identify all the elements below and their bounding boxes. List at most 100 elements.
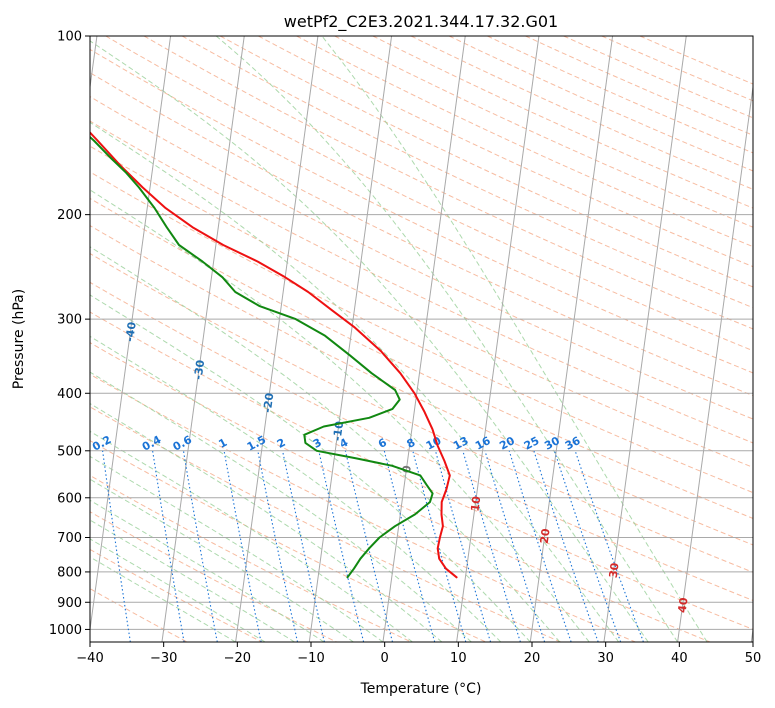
mixing-ratio-line [318,450,365,642]
isotherms [90,36,753,642]
moist-adiabat [90,189,590,642]
isotherm-line [677,83,753,642]
y-tick-label: 300 [57,313,82,328]
x-tick-label: 30 [597,651,614,666]
isotherm-label: -20 [261,392,277,414]
mixing-ratio-line [383,450,436,642]
mixing-ratio-label: 25 [522,434,542,453]
isotherm-line [456,36,540,642]
x-tick-label: 10 [450,651,467,666]
plot-frame [89,35,754,643]
mixing-ratio-label: 30 [542,434,562,453]
moist-adiabat [90,478,354,642]
isotherm-label: 10 [468,495,483,512]
dry-adiabat [90,440,487,642]
isotherm-line [529,36,614,642]
mixing-ratio-label: 16 [473,434,493,453]
isotherm-label: 30 [607,562,622,579]
mixing-ratio-line [223,450,262,642]
y-axis-ticks: 100 200 300 400 500 600 700 800 900 1000 [49,30,90,638]
moist-adiabat [90,538,266,642]
isotherm-line [308,36,393,642]
dry-adiabat [410,36,753,190]
dry-adiabat [90,72,753,397]
moist-adiabat [90,294,531,642]
moist-adiabat [321,36,708,642]
isotherm-label: 20 [538,527,553,544]
dry-adiabat [487,36,753,154]
dry-adiabat [334,36,753,228]
y-tick-label: 900 [57,596,82,611]
dry-adiabat [296,36,753,248]
y-tick-label: 700 [57,531,82,546]
moist-adiabat [90,246,561,642]
x-axis-label: Temperature (°C) [360,681,482,697]
dry-adiabat [220,36,753,288]
moist-adiabat [90,455,384,642]
plot-area: -100-90-80-70-60-50-40-30-20-10010203040… [90,36,753,642]
moist-adiabat [90,121,620,642]
isotherm-line [382,36,466,642]
dry-adiabat [90,406,561,642]
dry-adiabat [258,36,753,268]
mixing-ratio-label: 20 [497,434,517,453]
moist-adiabat [215,36,679,642]
temperature-profile [90,131,458,579]
isotherm-label: 0 [400,464,414,474]
x-tick-label: 50 [745,651,762,666]
mixing-ratio-line [508,450,572,642]
x-tick-label: −10 [297,651,324,666]
mixing-ratio-line [344,450,394,642]
mixing-ratio-line [102,450,131,642]
dry-adiabat [90,48,753,374]
dry-adiabat [90,342,711,642]
isotherm-label: -30 [192,359,208,381]
dry-adiabat [90,373,636,642]
x-tick-label: −40 [76,651,103,666]
moist-adiabat [90,519,295,642]
isotherm-label: 40 [676,596,691,613]
y-tick-label: 100 [57,30,82,45]
dry-adiabat [90,120,753,444]
y-tick-label: 200 [57,208,82,223]
y-tick-label: 800 [57,565,82,580]
moist-adiabat [90,335,502,642]
mixing-ratio-line [553,450,622,642]
y-tick-label: 500 [57,444,82,459]
dry-adiabat [372,36,753,209]
moist-adiabat [90,40,649,642]
mixing-ratio-line [484,450,546,642]
x-tick-label: 20 [524,651,541,666]
mixing-ratio-line [257,450,299,642]
mixing-ratio-line [574,450,644,642]
dewpoint-profile [90,135,434,579]
x-axis-ticks: −40 −30 −20 −10 0 10 20 30 40 50 [76,642,761,666]
dry-adiabat [143,36,753,330]
dry-adiabat [90,171,753,494]
mixing-ratio-label: 36 [563,434,583,453]
x-tick-label: 40 [671,651,688,666]
mixing-ratio-line [434,450,492,642]
sounding-profiles [90,131,458,579]
y-axis-label: Pressure (hPa) [11,289,27,389]
dry-adiabat [90,225,753,546]
isotherm-line [90,36,172,634]
pressure-gridlines [90,36,753,630]
dry-adiabat [90,281,753,601]
isotherm-line [603,36,687,642]
x-tick-label: −20 [224,651,251,666]
chart-title: wetPf2_C2E3.2021.344.17.32.G01 [284,12,558,32]
y-tick-label: 600 [57,491,82,506]
dry-adiabat [105,36,753,352]
y-tick-label: 400 [57,387,82,402]
moist-adiabat [90,556,236,642]
mixing-ratio-label: 13 [451,434,471,453]
dry-adiabat [448,36,753,172]
dry-adiabat [90,252,753,573]
moist-adiabat [90,430,413,642]
x-tick-label: 0 [381,651,389,666]
dry-adiabat [90,96,753,420]
dry-adiabat [90,311,753,630]
